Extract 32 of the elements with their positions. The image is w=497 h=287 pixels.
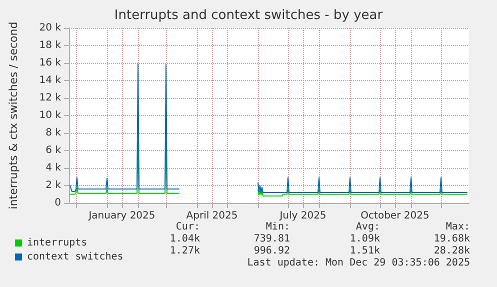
y-tick-label: 6 k: [46, 145, 62, 156]
y-tick-label: 14 k: [39, 75, 62, 86]
text: 739.81: [254, 234, 290, 244]
text: 996.92: [254, 246, 290, 256]
y-tick-label: 4 k: [46, 162, 62, 174]
text: Min:: [266, 222, 290, 232]
y-tick-label: 18 k: [39, 40, 62, 51]
y-tick-label: 0: [54, 198, 61, 208]
text: 1.04k: [170, 234, 200, 244]
legend-label: context switches: [27, 252, 124, 262]
y-tick-label: 20 k: [39, 22, 62, 34]
legend-label: interrupts: [27, 238, 88, 248]
y-tick-label: 12 k: [39, 92, 62, 104]
x-tick-label: April 2025: [186, 210, 238, 222]
text: Cur:: [176, 222, 200, 232]
text: 28.28k: [434, 246, 470, 256]
text: 1.09k: [350, 234, 380, 244]
text: 1.27k: [170, 246, 200, 256]
text: 19.68k: [434, 234, 470, 244]
x-tick-label: July 2025: [278, 210, 326, 222]
text: Avg:: [356, 222, 380, 232]
text: Max:: [446, 222, 470, 232]
chart-title: Interrupts and context switches - by year: [114, 8, 384, 23]
x-tick-label: October 2025: [360, 210, 430, 222]
y-tick-label: 10 k: [39, 110, 62, 121]
y-tick-label: 2 k: [46, 180, 62, 191]
y-axis-title: interrupts & ctx switches / second: [7, 22, 20, 210]
x-tick-label: January 2025: [88, 210, 156, 222]
text: Last update: Mon Dec 29 03:35:06 2025: [247, 258, 470, 268]
y-tick-label: 8 k: [46, 128, 62, 138]
text: 1.51k: [350, 246, 380, 256]
y-tick-label: 16 k: [39, 58, 62, 68]
